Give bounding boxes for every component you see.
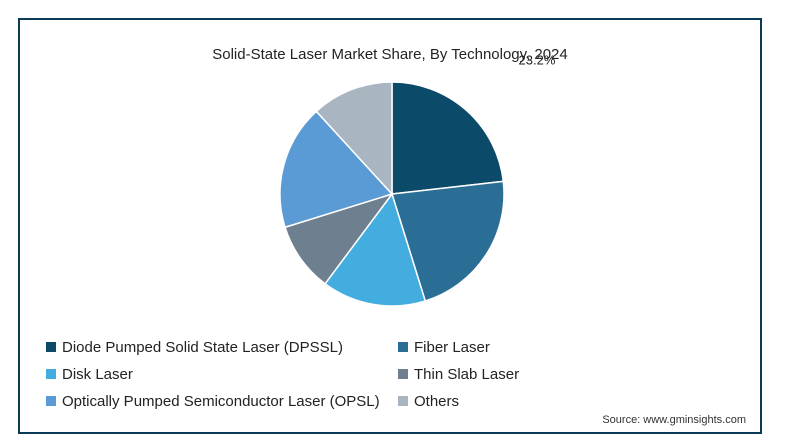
legend-label-thin-slab-laser: Thin Slab Laser: [414, 365, 520, 383]
pie-slice-1: [391, 180, 505, 302]
pie-slice-2: [323, 192, 427, 307]
pie-slice-4: [279, 110, 394, 229]
legend-swatch-disk-laser: [46, 369, 56, 379]
legend-swatch-fiber-laser: [398, 342, 408, 352]
legend-item-thin-slab-laser: Thin Slab Laser: [398, 365, 568, 383]
legend-swatch-dpssl: [46, 342, 56, 352]
legend-label-others: Others: [414, 392, 460, 410]
legend-label-fiber-laser: Fiber Laser: [414, 338, 490, 356]
pie-slices: [279, 81, 505, 307]
legend-label-opsl: Optically Pumped Semiconductor Laser (OP…: [62, 392, 380, 410]
legend-label-disk-laser: Disk Laser: [62, 365, 133, 383]
source-note: Source: www.gminsights.com: [602, 414, 746, 426]
legend-item-opsl: Optically Pumped Semiconductor Laser (OP…: [46, 392, 398, 410]
chart-title: Solid-State Laser Market Share, By Techn…: [212, 46, 568, 63]
legend-item-disk-laser: Disk Laser: [46, 365, 398, 383]
chart-legend: Diode Pumped Solid State Laser (DPSSL) F…: [46, 338, 566, 410]
chart-frame: Solid-State Laser Market Share, By Techn…: [18, 18, 762, 434]
pie-chart: 23.2%: [279, 53, 556, 307]
legend-label-dpssl: Diode Pumped Solid State Laser (DPSSL): [62, 338, 343, 356]
legend-item-dpssl: Diode Pumped Solid State Laser (DPSSL): [46, 338, 398, 356]
pie-data-labels: 23.2%: [519, 53, 556, 68]
pie-slice-0: [391, 81, 505, 195]
legend-swatch-others: [398, 396, 408, 406]
legend-item-fiber-laser: Fiber Laser: [398, 338, 568, 356]
pie-slice-5: [315, 81, 393, 196]
legend-item-others: Others: [398, 392, 568, 410]
pie-data-label-0: 23.2%: [519, 53, 556, 68]
legend-swatch-thin-slab-laser: [398, 369, 408, 379]
legend-swatch-opsl: [46, 396, 56, 406]
